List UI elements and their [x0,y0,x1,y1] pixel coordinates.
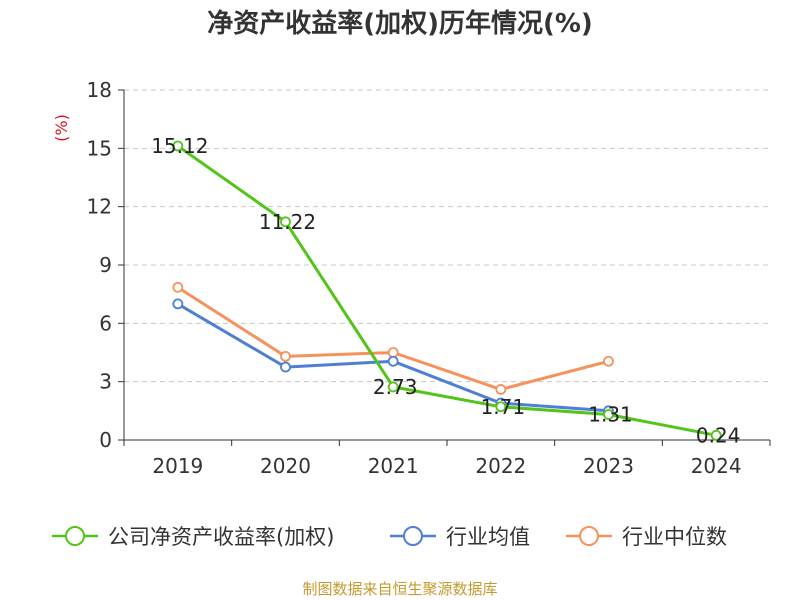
x-tick-label: 2020 [260,454,311,478]
data-point [603,355,614,367]
y-tick-label: 18 [87,78,112,102]
axes: 0 3 6 9 12 15 18 2019 2020 2021 2022 2023 2024 [87,78,771,478]
data-point [495,384,507,395]
y-axis-unit: (%) [52,114,71,142]
x-tick-label: 2022 [475,454,526,478]
legend-swatch-marker [579,526,599,546]
data-point [387,355,399,367]
data-point [280,361,291,373]
y-tick-label: 3 [99,370,112,394]
y-tick-label: 15 [87,136,112,160]
chart-title: 净资产收益率(加权)历年情况(%) [207,8,593,39]
legend-item[interactable]: 行业均值 [390,525,530,549]
data-point [172,140,184,152]
data-point [603,409,614,420]
x-tick-label: 2024 [691,454,742,478]
y-tick-label: 12 [87,195,112,219]
data-point [387,381,399,393]
data-label: 15.12 [151,134,208,158]
legend-label: 公司净资产收益率(加权) [108,525,334,549]
series-layer: 15.12 11.22 2.73 1.71 1.31 0.24 [151,134,740,447]
data-point [280,216,291,228]
legend-item[interactable]: 行业中位数 [566,525,727,549]
data-label: 1.71 [481,395,526,419]
legend-swatch-marker [403,526,423,546]
data-point [172,298,184,310]
grid-lines [124,89,770,383]
data-label: 1.31 [588,403,633,427]
y-tick-label: 0 [99,428,112,452]
legend-item[interactable]: 公司净资产收益率(加权) [52,525,334,549]
legend-label: 行业中位数 [622,525,727,549]
data-label: 0.24 [696,423,741,447]
series-line [176,144,717,437]
legend-swatch-marker [65,526,85,546]
data-point [387,347,399,358]
data-point [172,281,184,293]
data-point [710,429,722,441]
legend-label: 行业均值 [446,525,530,549]
data-label: 2.73 [373,375,418,399]
x-tick-label: 2023 [583,454,634,478]
legend[interactable]: 公司净资产收益率(加权) 行业均值 行业中位数 [52,525,727,549]
y-tick-label: 9 [99,253,112,277]
data-point [280,350,291,362]
x-tick-label: 2019 [152,454,203,478]
source-note: 制图数据来自恒生聚源数据库 [302,580,497,598]
x-tick-label: 2021 [368,454,419,478]
data-point [495,401,507,413]
data-label: 11.22 [259,210,316,234]
y-tick-label: 6 [99,311,112,335]
